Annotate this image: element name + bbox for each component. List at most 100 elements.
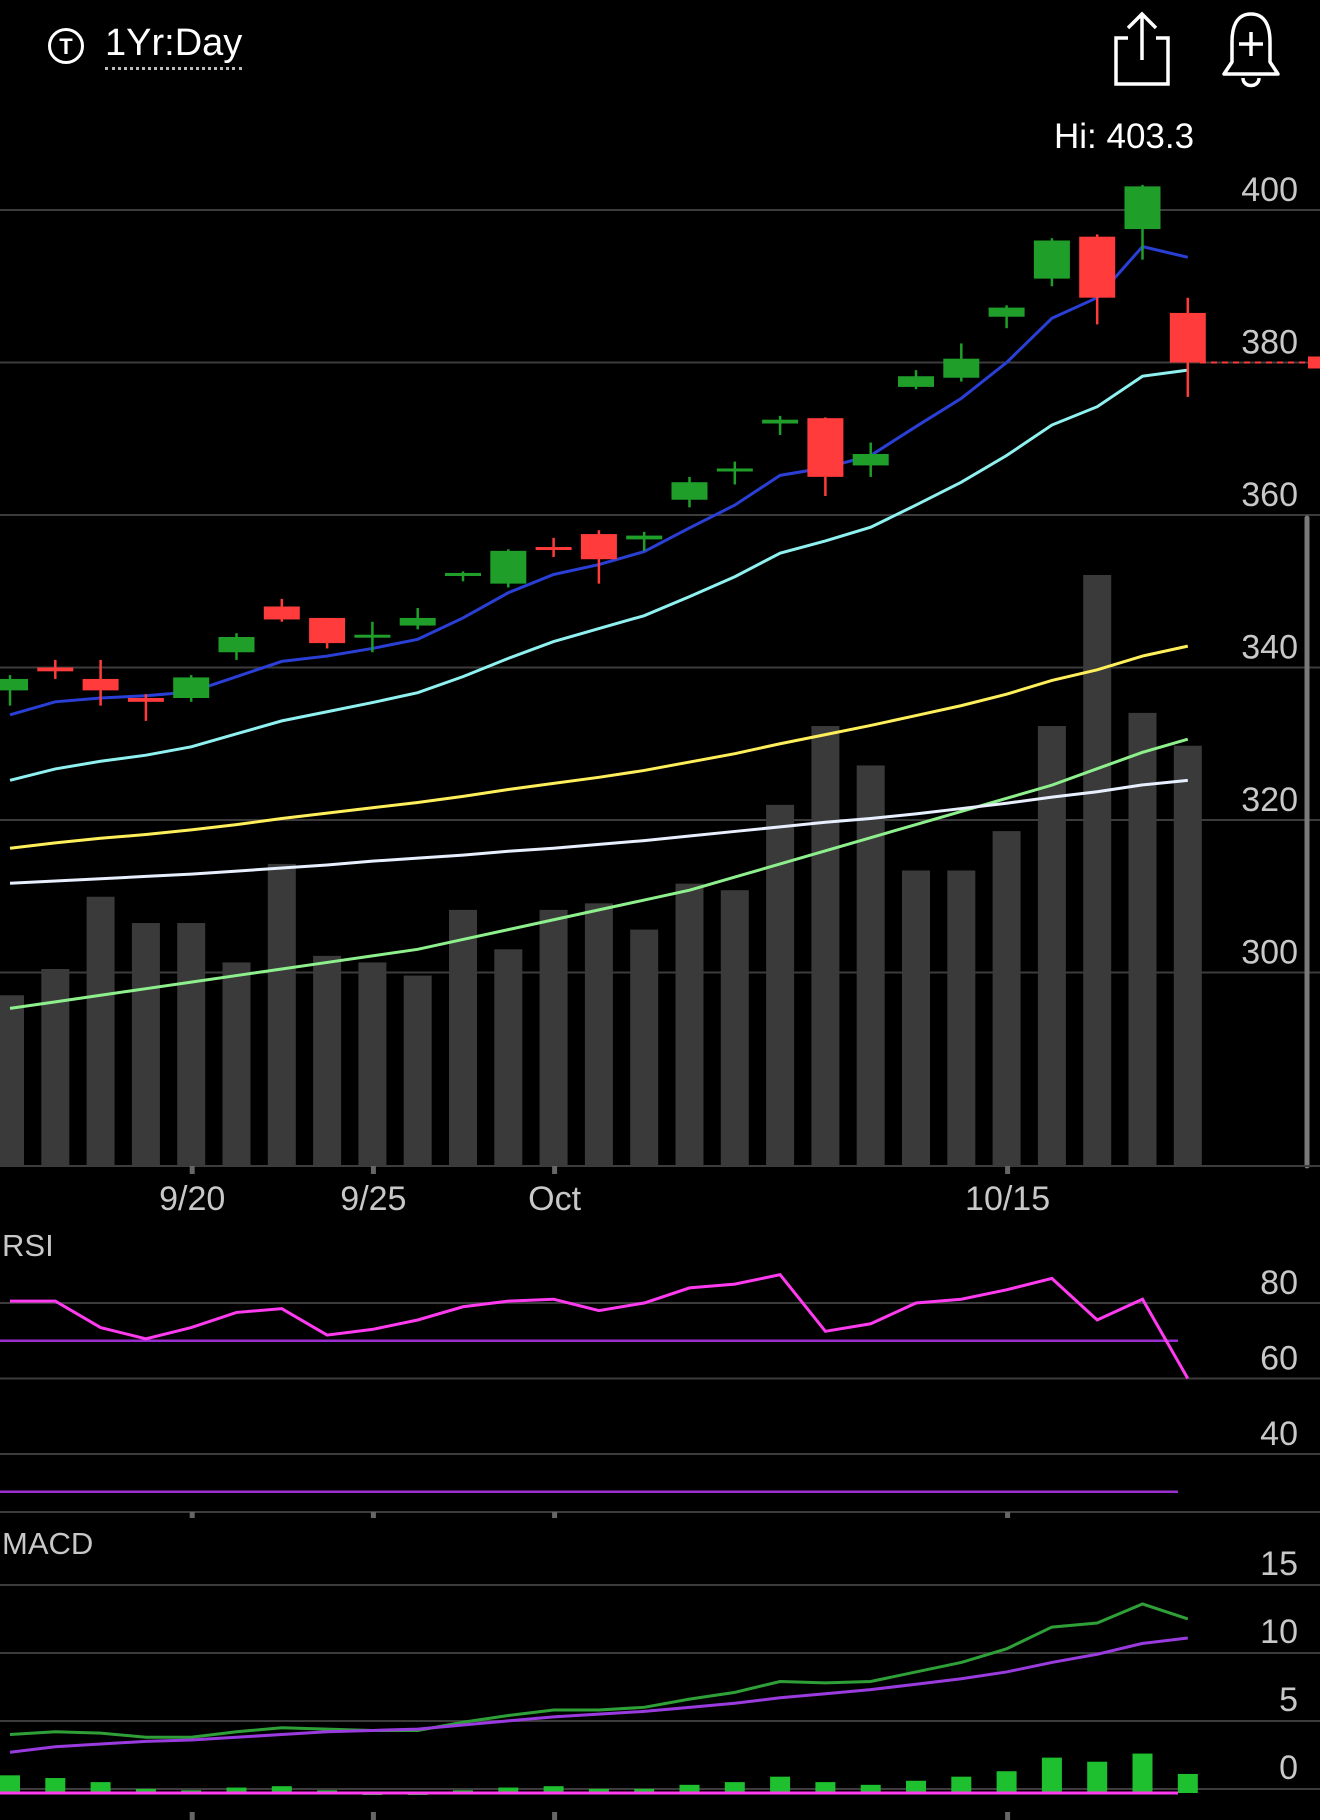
volume-bar [856,765,885,1166]
period-selector[interactable]: 1Yr:Day [105,22,243,70]
last-price-marker [1308,356,1320,369]
macd-histogram-bar [679,1784,700,1793]
candle-body [626,535,663,540]
volume-bar [539,909,568,1166]
add-alert-bell-icon[interactable] [1218,6,1284,90]
candle-body [988,307,1025,317]
candle-body [399,617,436,626]
volume-bars [0,575,1202,1166]
candle-body [1124,186,1161,230]
moving-average-line [9,244,1189,717]
volume-bar [902,870,930,1166]
macd-line [9,1602,1189,1739]
candle-body [852,454,889,466]
volume-bar [584,903,613,1166]
high-price-label: Hi: 403.3 [1054,117,1194,156]
volume-bar [86,896,115,1166]
price-tick-label: 340 [1241,629,1298,667]
macd-histogram-bar [543,1786,564,1793]
macd-tick-label: 5 [1279,1681,1298,1719]
volume-bar [358,962,387,1166]
x-tick-label: 10/15 [965,1180,1050,1218]
volume-bar [947,870,976,1166]
candle-body [1079,236,1116,298]
price-tick-label: 320 [1241,781,1298,819]
macd-histogram-bar [271,1786,292,1793]
volume-bar [630,929,659,1166]
macd-histogram-bar [588,1788,609,1793]
moving-average-line [9,644,1189,850]
x-tick-label: 9/25 [340,1180,406,1218]
macd-tick-label: 10 [1260,1613,1298,1651]
x-tick-label: Oct [528,1180,581,1218]
macd-histogram-bar [1177,1773,1198,1793]
volume-average-line [9,737,1189,1010]
candle-body [173,677,210,698]
share-icon[interactable] [1110,8,1174,88]
candle-body [580,534,617,560]
macd-histogram-bar [226,1787,247,1793]
axis-labels: 400 380 360 340 320 300 9/20 9/25 Oct 10/15 [159,171,1298,1218]
candle-body [1033,240,1070,279]
volume-bar [1083,575,1112,1166]
candle-body [898,376,934,387]
macd-signal-line [9,1636,1188,1754]
price-tick-label: 380 [1241,324,1298,362]
volume-bar [449,909,477,1166]
candle-body [309,617,346,644]
chart-header: T 1Yr:Day [0,0,1320,110]
rsi-line [10,1273,1190,1380]
macd-histogram-bar [906,1780,926,1793]
volume-bar [131,923,160,1166]
macd-histogram-bar [770,1776,791,1793]
volume-bar [811,726,840,1166]
candle-body [82,678,119,691]
macd-panel: MACD 15 10 5 0 [0,1526,1320,1820]
macd-histogram-bar [1087,1761,1108,1793]
volume-bar [720,890,749,1166]
volume-bar [403,975,432,1166]
price-tick-label: 360 [1241,476,1298,514]
macd-histogram-bar [815,1782,836,1793]
macd-histogram-bar [1041,1757,1062,1793]
moving-average-line [9,368,1189,782]
candle-body [762,419,799,424]
volume-bar [267,863,296,1166]
x-tick-label: 9/20 [159,1180,225,1218]
macd-histogram-bar [724,1782,745,1793]
volume-bar [222,962,251,1166]
candle-body [716,468,753,472]
macd-histogram-bar [90,1782,111,1793]
volume-bar [0,995,24,1166]
volume-bar [1173,745,1202,1166]
candle-body [218,637,255,653]
candle-body [0,678,28,691]
rsi-tick-label: 60 [1260,1340,1298,1378]
candle-body [354,634,391,638]
volume-bar [766,804,795,1166]
candle-body [127,698,164,702]
moving-average-line [9,778,1188,885]
candle-body [943,358,980,378]
volume-bar [1037,726,1066,1166]
volume-bar [992,831,1021,1166]
rsi-tick-label: 80 [1260,1264,1298,1302]
period-icon[interactable]: T [48,28,84,64]
macd-histogram-bar [996,1771,1017,1793]
macd-histogram-bar [634,1788,655,1793]
macd-histogram-bar [1132,1753,1153,1793]
candle-body [445,572,481,576]
macd-histogram-bar [135,1788,156,1793]
rsi-title: RSI [2,1228,54,1263]
rsi-panel: RSI 80 60 40 [0,1228,1320,1518]
candle-body [490,550,527,584]
rsi-tick-label: 40 [1260,1415,1298,1453]
price-tick-label: 400 [1241,171,1298,209]
volume-bar [1128,712,1157,1166]
macd-histogram-bar [45,1778,66,1793]
macd-title: MACD [2,1526,93,1561]
volume-bar [177,923,206,1166]
candle-body [37,667,74,672]
volume-bar [313,955,342,1166]
